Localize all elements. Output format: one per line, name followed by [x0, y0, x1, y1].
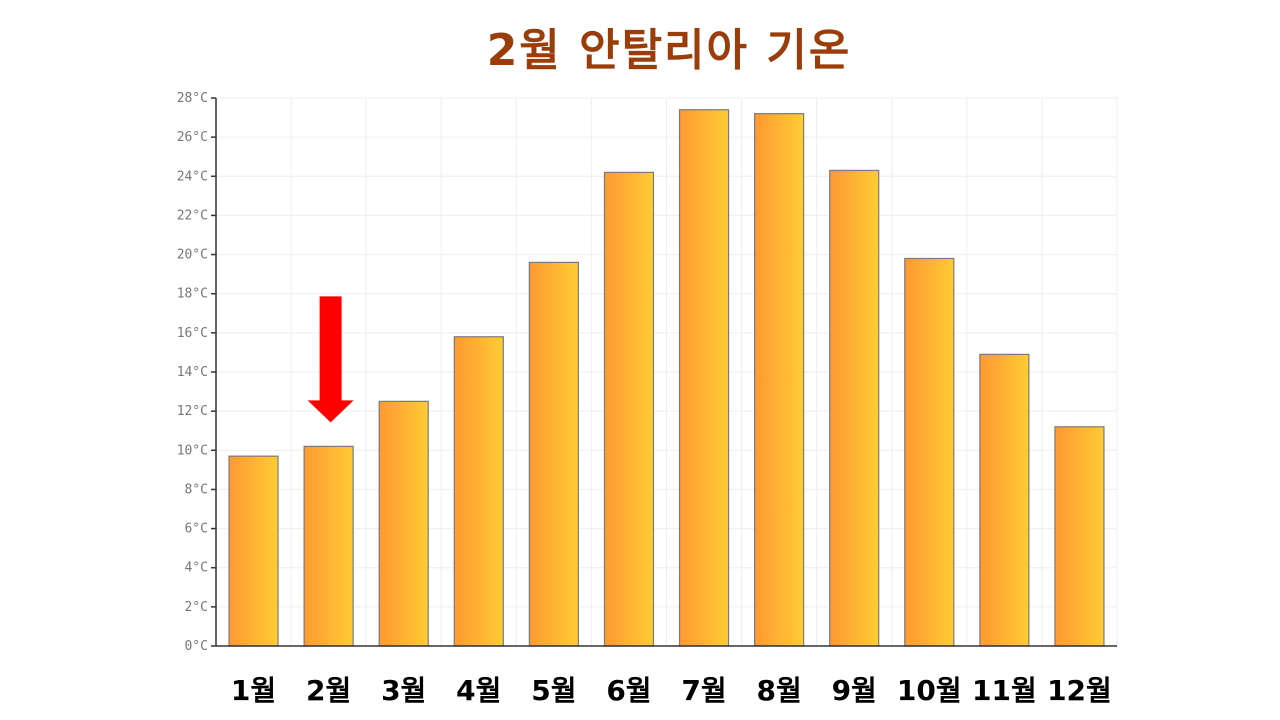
x-category-label: 8월: [757, 674, 802, 707]
x-category-label: 3월: [381, 674, 426, 707]
y-tick-label: 28°C: [177, 91, 208, 106]
y-tick-label: 2°C: [185, 600, 208, 615]
chart-title: 2월 안탈리아 기온: [486, 25, 852, 76]
y-tick-label: 24°C: [177, 169, 208, 184]
bar-9: [829, 169, 880, 647]
y-tick-label: 4°C: [185, 561, 208, 576]
y-tick-label: 26°C: [177, 130, 208, 145]
bar-4: [453, 336, 504, 647]
x-category-label: 4월: [456, 674, 501, 707]
x-category-label: 2월: [306, 674, 351, 707]
bar-3: [378, 400, 429, 647]
x-category-label: 9월: [832, 674, 877, 707]
x-axis-labels: 1월 2월 3월 4월 5월 6월 7월 8월 9월 10월 11월 12월: [231, 674, 1112, 707]
bar-6: [603, 171, 655, 647]
y-tick-label: 16°C: [177, 326, 208, 341]
y-tick-label: 14°C: [177, 365, 208, 380]
bar-11: [979, 353, 1030, 647]
bar-1: [228, 455, 279, 647]
bar-10: [904, 257, 955, 647]
y-tick-label: 20°C: [177, 248, 208, 263]
bar-5: [528, 261, 579, 647]
x-category-label: 5월: [531, 674, 576, 707]
bar-2: [303, 445, 354, 647]
y-tick-label: 0°C: [185, 639, 208, 654]
highlight-arrow: [307, 296, 354, 423]
x-category-label: 10월: [897, 674, 962, 707]
bar-8: [754, 113, 805, 647]
y-tick-label: 10°C: [177, 443, 208, 458]
x-category-label: 11월: [972, 674, 1037, 707]
down-arrow-icon: [307, 296, 354, 423]
axes: [211, 97, 1117, 647]
bar-12: [1054, 426, 1105, 647]
y-axis-ticks: 0°C 2°C 4°C 6°C 8°C 10°C 12°C 14°C 16°C 18°C 20°C 2…: [177, 91, 208, 654]
grid: [215, 97, 1118, 647]
y-tick-label: 6°C: [185, 522, 208, 537]
bars: [228, 109, 1105, 647]
y-tick-label: 12°C: [177, 404, 208, 419]
y-tick-label: 18°C: [177, 287, 208, 302]
x-category-label: 12월: [1047, 674, 1112, 707]
y-tick-label: 22°C: [177, 208, 208, 223]
y-tick-label: 8°C: [185, 482, 208, 497]
x-category-label: 6월: [606, 674, 651, 707]
x-category-label: 1월: [231, 674, 276, 707]
bar-7: [678, 109, 730, 647]
x-category-label: 7월: [681, 674, 726, 707]
